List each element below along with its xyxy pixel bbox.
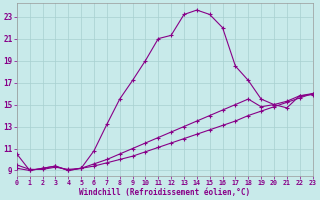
X-axis label: Windchill (Refroidissement éolien,°C): Windchill (Refroidissement éolien,°C): [79, 188, 250, 197]
